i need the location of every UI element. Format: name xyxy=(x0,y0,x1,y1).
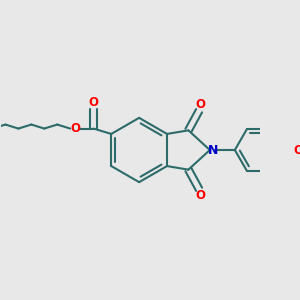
Text: O: O xyxy=(195,189,205,202)
Text: O: O xyxy=(195,98,205,111)
Text: O: O xyxy=(293,143,300,157)
Text: N: N xyxy=(208,143,218,157)
Text: O: O xyxy=(70,122,80,135)
Text: O: O xyxy=(88,96,98,109)
